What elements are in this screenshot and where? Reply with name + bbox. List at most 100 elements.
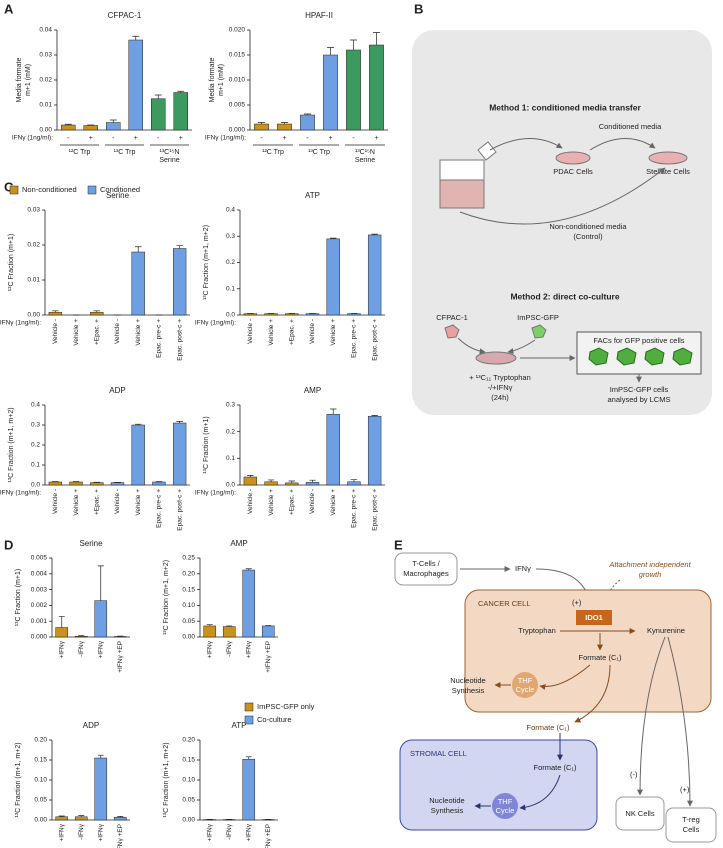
group-label: ¹³C Trp	[308, 149, 330, 156]
label: growth	[639, 570, 662, 579]
y-axis-label: ¹³C Fraction (m+1, m+2)	[15, 742, 22, 817]
x-tick-label: +IFNγ	[97, 640, 104, 658]
arrow	[637, 636, 666, 796]
y-tick-label: 0.005	[31, 555, 48, 562]
arrow	[459, 167, 666, 225]
arrow	[539, 664, 591, 690]
y-tick-label: 0.20	[34, 737, 47, 744]
x-tick-label: +Epac. +	[289, 319, 296, 345]
label: Formate (C₁)	[579, 653, 622, 662]
label: Synthesis	[431, 806, 464, 815]
label: THF	[498, 797, 513, 806]
error-bar	[303, 113, 312, 115]
label: -/+IFNγ	[488, 383, 513, 392]
error-bar	[64, 123, 72, 125]
label: IDO1	[585, 613, 603, 622]
y-axis-label: ¹³C Fraction (m+1)	[8, 234, 15, 291]
y-tick-label: 0.03	[39, 52, 52, 59]
label: Formate (C₁)	[527, 723, 570, 732]
bar-chart: Serine ¹³C Fraction (m+1) 0.00 0.01 0.02 0.03…	[0, 191, 190, 361]
y-tick-label: 0.05	[182, 618, 195, 625]
y-tick-label: 0.00	[27, 312, 40, 319]
chart-title: AMP	[230, 539, 247, 548]
cycle	[492, 793, 518, 819]
dish	[555, 151, 591, 165]
y-tick-label: 0.00	[182, 634, 195, 641]
x-tick-label: +	[328, 135, 332, 142]
label: Cycle	[496, 806, 515, 815]
error-bar	[117, 816, 124, 818]
arrow	[519, 774, 561, 811]
error-bar	[372, 32, 381, 45]
y-tick-label: 0.3	[226, 233, 235, 240]
panel-label: B	[414, 1, 423, 16]
x-tick-label: +Epac. +	[94, 319, 101, 345]
bar	[222, 626, 236, 638]
error-bar	[78, 635, 85, 637]
y-tick-label: 0.00	[34, 817, 47, 824]
bar	[323, 54, 338, 131]
y-tick-label: 0.4	[31, 402, 40, 409]
error-bar	[371, 415, 378, 417]
y-tick-label: 0.000	[31, 634, 48, 641]
method-title: Method 2: direct co-culture	[510, 291, 619, 301]
label: T-Cells /	[412, 559, 440, 568]
label: Cells	[683, 825, 700, 834]
y-tick-label: 0.3	[31, 422, 40, 429]
bar-chart: Serine ¹³C Fraction (m+1) 0.000 0.001 0.002 0…	[15, 539, 130, 673]
label: NK Cells	[625, 809, 654, 818]
cell	[644, 347, 665, 366]
x-tick-label: +	[282, 135, 286, 142]
label: (+)	[680, 785, 690, 794]
label: (-)	[630, 770, 638, 779]
y-tick-label: 0.01	[39, 102, 52, 109]
cancer-cell	[464, 589, 712, 713]
arrow	[507, 339, 536, 355]
bar	[128, 39, 143, 131]
legend-label: ImPSC-GFP only	[257, 702, 315, 711]
legend-swatch	[87, 185, 97, 195]
x-tick-label: Vehicle +	[73, 489, 80, 516]
bar	[172, 422, 187, 486]
x-row-label: IFNγ (1ng/ml):	[205, 135, 246, 142]
x-tick-label: Vehicle +	[268, 489, 275, 516]
error-bar	[226, 625, 233, 627]
y-tick-label: 0.010	[229, 77, 246, 84]
bar	[113, 816, 127, 821]
x-tick-label: +Epac. +	[94, 489, 101, 515]
x-row-label: IFNγ (1ng/ml):	[195, 490, 236, 497]
label: Conditioned media	[599, 122, 662, 131]
bar-chart: ATP ¹³C Fraction (m+1, m+2) 0.0 0.1 0.2 0.3 0.…	[195, 191, 385, 361]
legend-label: Co-culture	[257, 715, 292, 724]
x-tick-label: +IFNγ	[206, 640, 213, 658]
y-tick-label: 0.00	[182, 817, 195, 824]
cell	[588, 347, 609, 366]
label: Macrophages	[403, 569, 449, 578]
enzyme	[576, 610, 612, 625]
group-label: Serine	[355, 157, 375, 164]
error-bar	[176, 421, 183, 423]
cell	[531, 324, 547, 339]
x-tick-label: Vehicle +	[268, 319, 275, 346]
bar	[48, 481, 63, 486]
y-tick-label: 0.15	[182, 586, 195, 593]
y-tick-label: 0.002	[31, 602, 48, 609]
y-axis-label: ¹³C Fraction (m+1, m+2)	[203, 225, 210, 300]
bar	[369, 44, 384, 131]
x-tick-label: Epac. post-c +	[176, 489, 183, 531]
x-tick-label: -IFNγ	[78, 640, 85, 657]
y-tick-label: 0.004	[31, 571, 48, 578]
bar	[326, 238, 340, 316]
x-row-label: IFNγ (1ng/ml):	[0, 490, 41, 497]
error-bar	[176, 245, 183, 249]
bar-chart: ATP ¹³C Fraction (m+1, m+2) 0.00 0.05 0.10 0.…	[163, 721, 278, 848]
bar	[326, 414, 340, 486]
bar	[300, 114, 315, 131]
x-tick-label: Vehicle -	[247, 489, 254, 514]
y-tick-label: 0.03	[27, 207, 40, 214]
chart-title: ATP	[305, 191, 320, 200]
chart-title: ADP	[109, 386, 125, 395]
y-tick-label: 0.00	[39, 127, 52, 134]
x-tick-label: Epac. pre-c +	[156, 319, 163, 358]
bar	[151, 98, 166, 131]
